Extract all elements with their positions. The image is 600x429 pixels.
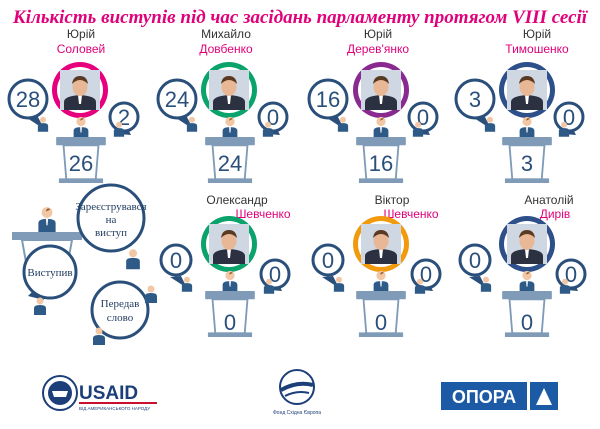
deputy-panel-soloviy: Юрій Соловей 28 2 26 [7,27,140,183]
deputy-first-name: Віктор [375,193,410,207]
registered-count: 26 [69,151,93,176]
legend-spoke-bubble: Виступив [22,244,78,300]
legend-transferred-person-icon-1 [145,285,157,303]
deputy-photo [201,216,257,272]
opora-triangle-icon [536,388,552,405]
legend-registered-line: виступ [95,227,127,239]
deputy-photo [499,62,555,118]
spoke-count: 0 [322,248,334,273]
usaid-tagline: ВІД АМЕРИКАНСЬКОГО НАРОДУ [79,406,150,411]
deputy-first-name: Олександр [206,193,268,207]
usaid-logo: USAID ВІД АМЕРИКАНСЬКОГО НАРОДУ [42,375,157,411]
deputy-photo [201,62,257,118]
deputy-panel-v-shevchenko: Віктор Шевченко 0 0 0 [311,193,442,337]
spoke-bubble: 28 [7,78,49,129]
speaker-icon [519,270,535,294]
deputy-last-name: Шевченко [383,207,438,221]
legend-transferred-line: Передав [101,298,140,310]
fund-emblem-icon [279,369,315,405]
speaker-icon [373,270,389,294]
legend-registered-person-icon [126,249,140,270]
spoke-count: 0 [469,248,481,273]
deputy-panel-dyriv: Анатолій Дирів 0 0 0 [458,193,587,337]
legend-registered-line: Зареєструвався [75,201,146,213]
deputy-photo [353,216,409,272]
spoke-count: 0 [170,248,182,273]
deputy-last-name: Соловей [57,42,106,56]
deputy-panel-dovbenko: Михайло Довбенко 24 0 24 [156,27,289,183]
deputy-panel-derevianko: Юрій Дерев'янко 16 0 16 [307,27,439,183]
spoke-person-icon [37,116,49,132]
spoke-count: 3 [469,87,481,112]
legend-registered-line: на [106,214,117,226]
fund-logo: Фонд Східна Європа [273,369,321,416]
deputy-photo [499,216,555,272]
spoke-person-icon [333,276,345,292]
deputy-first-name: Юрій [523,27,551,41]
transferred-count: 0 [420,262,432,287]
registered-count: 24 [218,151,242,176]
spoke-person-icon [480,276,492,292]
deputy-photo [52,62,108,118]
transferred-count: 0 [565,262,577,287]
speaker-icon [222,116,238,140]
spoke-person-icon [337,116,349,132]
speaker-icon [222,270,238,294]
deputy-photo [353,62,409,118]
deputy-first-name: Анатолій [524,193,573,207]
registered-count: 0 [521,310,533,335]
fund-name: Фонд Східна Європа [273,410,321,416]
transferred-count: 0 [269,262,281,287]
spoke-count: 24 [165,87,189,112]
deputy-last-name: Шевченко [235,207,290,221]
spoke-bubble: 16 [307,78,349,129]
deputy-first-name: Юрій [364,27,392,41]
registered-count: 3 [521,151,533,176]
legend-registered-bubble: Зареєструвався на виступ [75,183,147,253]
legend-spoke-label: Виступив [27,267,72,279]
registered-count: 16 [369,151,393,176]
legend-transferred-bubble: Передав слово [90,280,150,340]
spoke-count: 16 [316,87,340,112]
legend-spoke-person-icon [34,297,46,315]
speaker-icon [373,116,389,140]
opora-wordmark: ОПОРА [452,387,516,407]
spoke-person-icon [484,116,496,132]
opora-logo: ОПОРА [441,382,558,410]
page-title: Кількість виступів під час засідань парл… [12,7,589,28]
deputy-last-name: Тимошенко [505,42,569,56]
spoke-person-icon [186,116,198,132]
legend: Зареєструвався на виступ Виступив Переда… [12,183,157,345]
spoke-bubble: 0 [458,243,492,288]
spoke-person-icon [181,276,193,292]
legend-transferred-line: слово [107,312,134,324]
legend-speaker-icon [38,207,56,234]
spoke-bubble: 24 [156,78,198,129]
deputy-first-name: Юрій [67,27,95,41]
speaker-icon [73,116,89,140]
registered-count: 0 [224,310,236,335]
usaid-wordmark: USAID [79,383,138,404]
registered-count: 0 [375,310,387,335]
deputy-panel-tymoshenko: Юрій Тимошенко 3 0 3 [454,27,585,183]
deputy-last-name: Дирів [540,207,571,221]
spoke-bubble: 0 [311,243,345,288]
deputy-panel-o-shevchenko: Олександр Шевченко 0 0 0 [159,193,291,337]
deputy-last-name: Дерев'янко [347,42,409,56]
deputy-last-name: Довбенко [199,42,253,56]
speaker-icon [519,116,535,140]
deputy-first-name: Михайло [201,27,251,41]
spoke-count: 28 [16,87,40,112]
